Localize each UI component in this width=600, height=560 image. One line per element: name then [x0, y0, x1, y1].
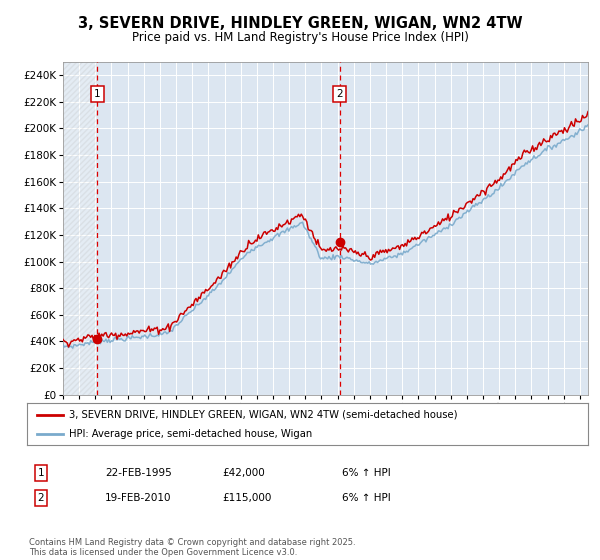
Text: Price paid vs. HM Land Registry's House Price Index (HPI): Price paid vs. HM Land Registry's House … [131, 31, 469, 44]
Text: 2: 2 [37, 493, 44, 503]
Text: HPI: Average price, semi-detached house, Wigan: HPI: Average price, semi-detached house,… [69, 429, 313, 439]
Text: Contains HM Land Registry data © Crown copyright and database right 2025.
This d: Contains HM Land Registry data © Crown c… [29, 538, 355, 557]
Text: 2: 2 [337, 88, 343, 99]
Text: 3, SEVERN DRIVE, HINDLEY GREEN, WIGAN, WN2 4TW (semi-detached house): 3, SEVERN DRIVE, HINDLEY GREEN, WIGAN, W… [69, 409, 458, 419]
Text: 1: 1 [37, 468, 44, 478]
Text: £115,000: £115,000 [222, 493, 271, 503]
Text: 1: 1 [94, 88, 101, 99]
Text: 6% ↑ HPI: 6% ↑ HPI [342, 493, 391, 503]
Text: 19-FEB-2010: 19-FEB-2010 [105, 493, 172, 503]
Text: 3, SEVERN DRIVE, HINDLEY GREEN, WIGAN, WN2 4TW: 3, SEVERN DRIVE, HINDLEY GREEN, WIGAN, W… [77, 16, 523, 31]
Text: 22-FEB-1995: 22-FEB-1995 [105, 468, 172, 478]
Text: £42,000: £42,000 [222, 468, 265, 478]
Text: 6% ↑ HPI: 6% ↑ HPI [342, 468, 391, 478]
